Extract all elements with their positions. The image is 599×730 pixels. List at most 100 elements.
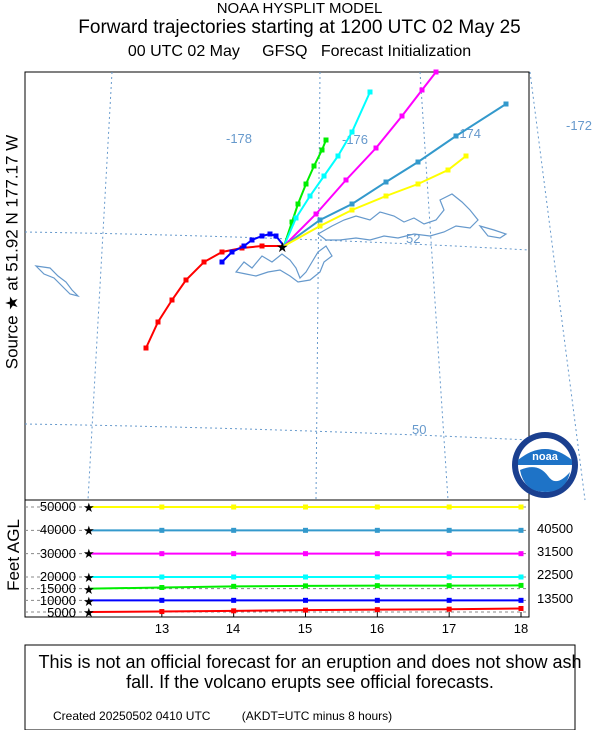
lon-label: -176 — [342, 132, 368, 147]
trajectory-line — [145, 245, 284, 349]
island-west — [34, 265, 80, 298]
height-series-point — [231, 574, 237, 580]
island-adak — [234, 245, 333, 283]
y-tick-label: 20000 — [40, 569, 76, 584]
height-series-point — [446, 551, 452, 557]
height-series-point — [518, 597, 524, 603]
timezone-note: (AKDT=UTC minus 8 hours) — [241, 709, 393, 723]
trajectory-marker — [321, 173, 327, 179]
height-series-point — [159, 551, 165, 557]
height-series-point — [231, 527, 237, 533]
disclaimer: This is not an official forecast for an … — [38, 652, 582, 692]
footer-frame — [24, 644, 576, 730]
trajectory-marker — [445, 167, 451, 173]
trajectory-marker — [273, 233, 279, 239]
height-series-point — [518, 582, 524, 588]
trajectory-marker — [289, 219, 295, 225]
meridian-172 — [529, 71, 586, 501]
trajectory-marker — [143, 345, 149, 351]
trajectory-marker — [373, 145, 379, 151]
svg-text:★: ★ — [83, 546, 95, 561]
height-series-point — [374, 574, 380, 580]
y-tick-label: 5000 — [47, 605, 76, 620]
height-series-point — [446, 527, 452, 533]
trajectory-marker — [267, 231, 273, 237]
trajectory-marker — [201, 259, 207, 265]
svg-text:★: ★ — [83, 570, 95, 585]
parallel-50 — [24, 423, 530, 441]
height-series-point — [303, 607, 308, 613]
noaa-logo-icon: noaa — [512, 432, 578, 498]
height-series-point — [303, 527, 308, 533]
trajectory-marker — [453, 133, 459, 139]
svg-text:★: ★ — [83, 500, 95, 515]
trajectory-marker — [383, 193, 389, 199]
meridian-174 — [419, 71, 449, 501]
height-series-point — [159, 527, 165, 533]
height-series-point — [518, 574, 524, 580]
init-label: Forecast Initialization — [320, 43, 472, 60]
meridian-176 — [315, 71, 321, 501]
height-series-point — [374, 607, 380, 613]
svg-text:★: ★ — [83, 605, 95, 620]
map-frame — [24, 71, 530, 501]
trajectory-marker — [367, 89, 373, 95]
height-series-point — [231, 504, 237, 510]
island-east — [478, 224, 508, 239]
x-tick-label: 15 — [298, 621, 312, 636]
trajectory-marker — [295, 201, 301, 207]
source-star: ★ — [276, 239, 289, 255]
svg-text:★: ★ — [83, 594, 95, 609]
vertical-axis-label: Feet AGL — [4, 519, 23, 591]
init-run: 00 UTC 02 May — [127, 43, 240, 60]
model-name: NOAA HYSPLIT MODEL — [216, 0, 383, 17]
lat-label: 50 — [412, 422, 426, 437]
trajectory-marker — [343, 177, 349, 183]
height-series-point — [374, 583, 380, 589]
trajectory-marker — [419, 87, 425, 93]
y-tick-label: 15000 — [40, 581, 76, 596]
height-series-point — [374, 504, 380, 510]
trajectory-marker — [219, 249, 225, 255]
height-series-point — [303, 574, 308, 580]
trajectory-marker — [293, 215, 299, 221]
trajectory-marker — [307, 193, 313, 199]
y-tick-label: 40000 — [40, 522, 76, 537]
trajectory-line — [283, 71, 437, 247]
height-series-point — [374, 527, 380, 533]
trajectory-marker — [219, 259, 225, 265]
x-tick-label: 14 — [226, 621, 240, 636]
trajectory-marker — [349, 129, 355, 135]
svg-text:★: ★ — [83, 582, 95, 597]
height-series-point — [303, 597, 308, 603]
height-series-point — [159, 574, 165, 580]
lon-label: -174 — [455, 126, 481, 141]
trajectory-marker — [319, 147, 325, 153]
trajectory-marker — [229, 249, 235, 255]
height-series-point — [231, 608, 237, 614]
height-series-point — [159, 597, 165, 603]
trajectory-marker — [259, 243, 265, 249]
height-series-point — [518, 504, 524, 510]
trajectory-marker — [155, 319, 161, 325]
right-label: 13500 — [537, 591, 573, 606]
start-stars: ★★★ ★★★★ — [83, 500, 95, 620]
trajectory-paths — [143, 69, 509, 351]
trajectory-marker — [241, 243, 247, 249]
trajectory-marker — [415, 181, 421, 187]
height-series-point — [303, 583, 308, 589]
trajectory-marker — [303, 181, 309, 187]
height-series-point — [159, 504, 165, 510]
y-tick-label: 30000 — [40, 546, 76, 561]
trajectory-marker — [399, 113, 405, 119]
x-tick-label: 18 — [514, 621, 528, 636]
trajectory-marker — [249, 237, 255, 243]
lat-label: 52 — [406, 231, 420, 246]
island-atka — [316, 193, 479, 241]
init-model: GFSQ — [262, 43, 308, 60]
trajectory-marker — [313, 211, 319, 217]
trajectory-marker — [433, 69, 439, 75]
parallel-52 — [24, 231, 530, 251]
coastlines — [34, 193, 508, 298]
